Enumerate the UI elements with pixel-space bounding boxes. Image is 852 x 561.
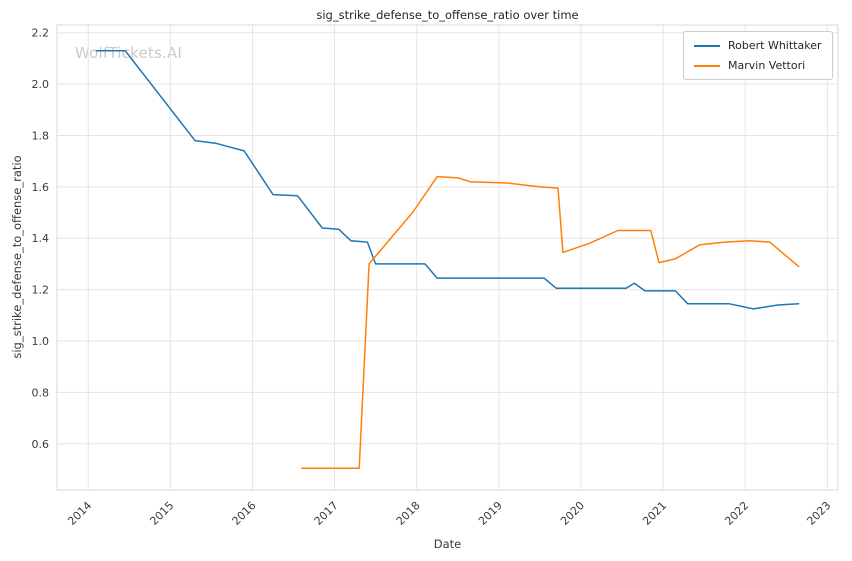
legend-line-swatch	[694, 64, 720, 67]
x-tick-label: 2019	[476, 499, 505, 528]
x-tick-label: 2022	[722, 499, 751, 528]
x-tick-label: 2016	[230, 499, 259, 528]
x-tick-label: 2014	[65, 499, 94, 528]
x-tick-label: 2017	[312, 499, 341, 528]
y-tick-label: 0.6	[32, 438, 50, 451]
x-tick-label: 2023	[804, 499, 833, 528]
watermark: WolfTickets.AI	[75, 44, 183, 62]
x-tick-label: 2015	[147, 499, 176, 528]
chart-title: sig_strike_defense_to_offense_ratio over…	[316, 8, 579, 22]
y-tick-label: 1.2	[32, 284, 50, 297]
legend-line-swatch	[694, 44, 720, 47]
y-tick-label: 1.6	[32, 181, 50, 194]
x-tick-label: 2020	[558, 499, 587, 528]
legend-label: Marvin Vettori	[728, 59, 806, 72]
y-tick-label: 1.0	[32, 335, 50, 348]
legend-entry: Marvin Vettori	[694, 59, 822, 72]
y-tick-label: 1.8	[32, 129, 50, 142]
y-axis-label: sig_strike_defense_to_offense_ratio	[10, 155, 24, 359]
x-tick-label: 2021	[640, 499, 669, 528]
legend-entry: Robert Whittaker	[694, 39, 822, 52]
series-line-robert-whittaker	[95, 49, 800, 310]
plot-border	[56, 24, 839, 491]
y-tick-label: 0.8	[32, 386, 50, 399]
legend-label: Robert Whittaker	[728, 39, 822, 52]
x-tick-label: 2018	[394, 499, 423, 528]
y-tick-label: 2.0	[32, 78, 50, 91]
y-tick-label: 2.2	[32, 27, 50, 40]
y-tick-label: 1.4	[32, 232, 50, 245]
x-axis-label: Date	[433, 537, 462, 551]
legend: Robert Whittaker Marvin Vettori	[683, 31, 833, 80]
series-line-marvin-vettori	[300, 175, 800, 469]
